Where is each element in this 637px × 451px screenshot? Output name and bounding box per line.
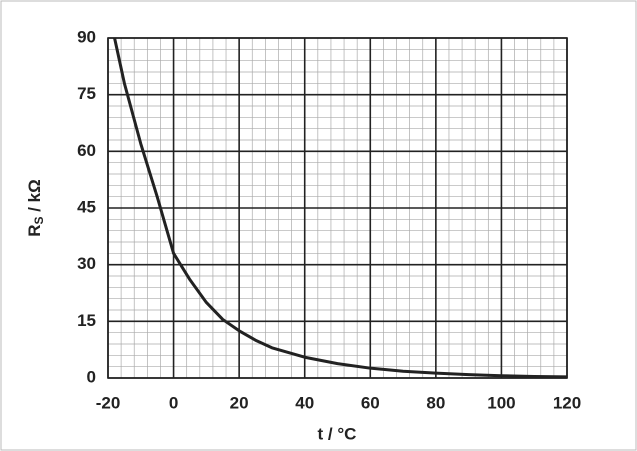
x-axis-label: t / °C <box>318 424 357 443</box>
x-tick-label: 40 <box>295 393 314 412</box>
y-tick-label: 90 <box>77 27 96 46</box>
x-tick-label: 80 <box>426 393 445 412</box>
data-line <box>113 37 568 379</box>
y-label-main: R <box>25 225 44 237</box>
y-tick-label: 75 <box>77 84 96 103</box>
y-tick-label: 45 <box>77 197 96 216</box>
y-label-sub: S <box>32 216 46 224</box>
y-tick-label: 60 <box>77 141 96 160</box>
y-tick-label: 15 <box>77 311 96 330</box>
x-tick-label: 20 <box>230 393 249 412</box>
x-tick-label: 0 <box>169 393 178 412</box>
y-tick-label: 0 <box>87 367 96 386</box>
x-tick-label: 120 <box>553 393 581 412</box>
y-tick-label: 30 <box>77 254 96 273</box>
x-tick-label: 100 <box>487 393 515 412</box>
x-tick-label: 60 <box>361 393 380 412</box>
y-label-rest: / kΩ <box>25 179 44 216</box>
x-tick-label: -20 <box>96 393 121 412</box>
plot-border <box>107 37 568 379</box>
y-axis-label: RS / kΩ <box>25 179 46 237</box>
